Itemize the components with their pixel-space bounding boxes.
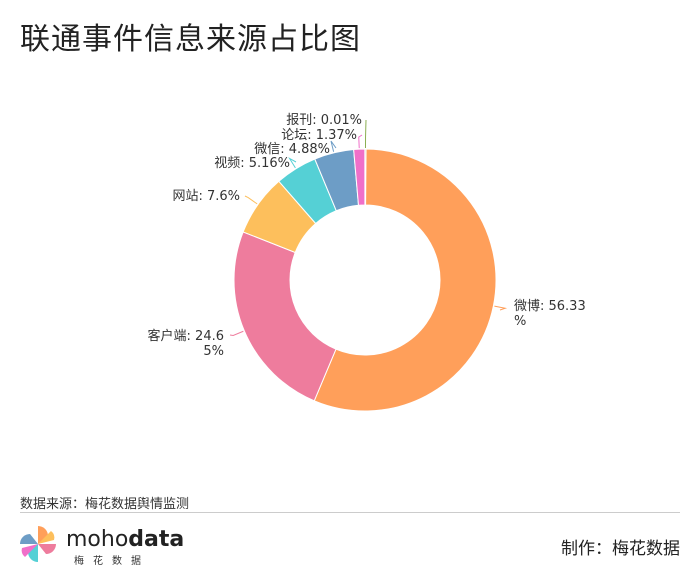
brand-pre: moho: [66, 527, 129, 552]
slice-label-微信: 微信: 4.88%: [254, 142, 330, 157]
slice-label-微博: 微博: 56.33%: [514, 299, 586, 329]
divider: [20, 512, 680, 513]
leader-line-微信: [330, 140, 337, 152]
mohodata-logo-icon: [20, 526, 56, 562]
leader-line-网站: [244, 195, 258, 205]
slice-label-论坛: 论坛: 1.37%: [281, 128, 357, 143]
slice-labels: 微博: 56.33 % 客户端: 24.6 5% 网站: 7.6% 视频: 5.16%微信…: [148, 113, 586, 359]
leader-line-报刊: [364, 119, 367, 149]
leader-line-客户端: [229, 330, 244, 337]
brand-bold: data: [128, 527, 185, 552]
slices: [233, 148, 497, 412]
leader-line-视频: [288, 157, 297, 169]
slice-label-报刊: 报刊: 0.01%: [286, 113, 362, 128]
brand-name: mohodata: [66, 527, 184, 552]
slice-label-视频: 视频: 5.16%: [214, 156, 290, 171]
donut-chart: 微博: 56.33 % 客户端: 24.6 5% 网站: 7.6% 视频: 5.16%微信…: [148, 113, 586, 412]
data-source: 数据来源：梅花数据舆情监测: [20, 497, 190, 512]
leader-line-论坛: [358, 134, 363, 149]
brand-subtitle: 梅花数据: [74, 556, 150, 567]
credit: 制作：梅花数据: [561, 539, 680, 559]
slice-微博[interactable]: [313, 148, 497, 412]
slice-客户端[interactable]: [233, 231, 337, 402]
slice-label-网站: 网站: 7.6%: [172, 189, 240, 204]
chart-title: 联通事件信息来源占比图: [20, 22, 361, 57]
slice-label-客户端: 客户端: 24.6 5%: [148, 328, 224, 359]
leader-line-微博: [494, 305, 508, 311]
slice-报刊[interactable]: [364, 148, 367, 206]
